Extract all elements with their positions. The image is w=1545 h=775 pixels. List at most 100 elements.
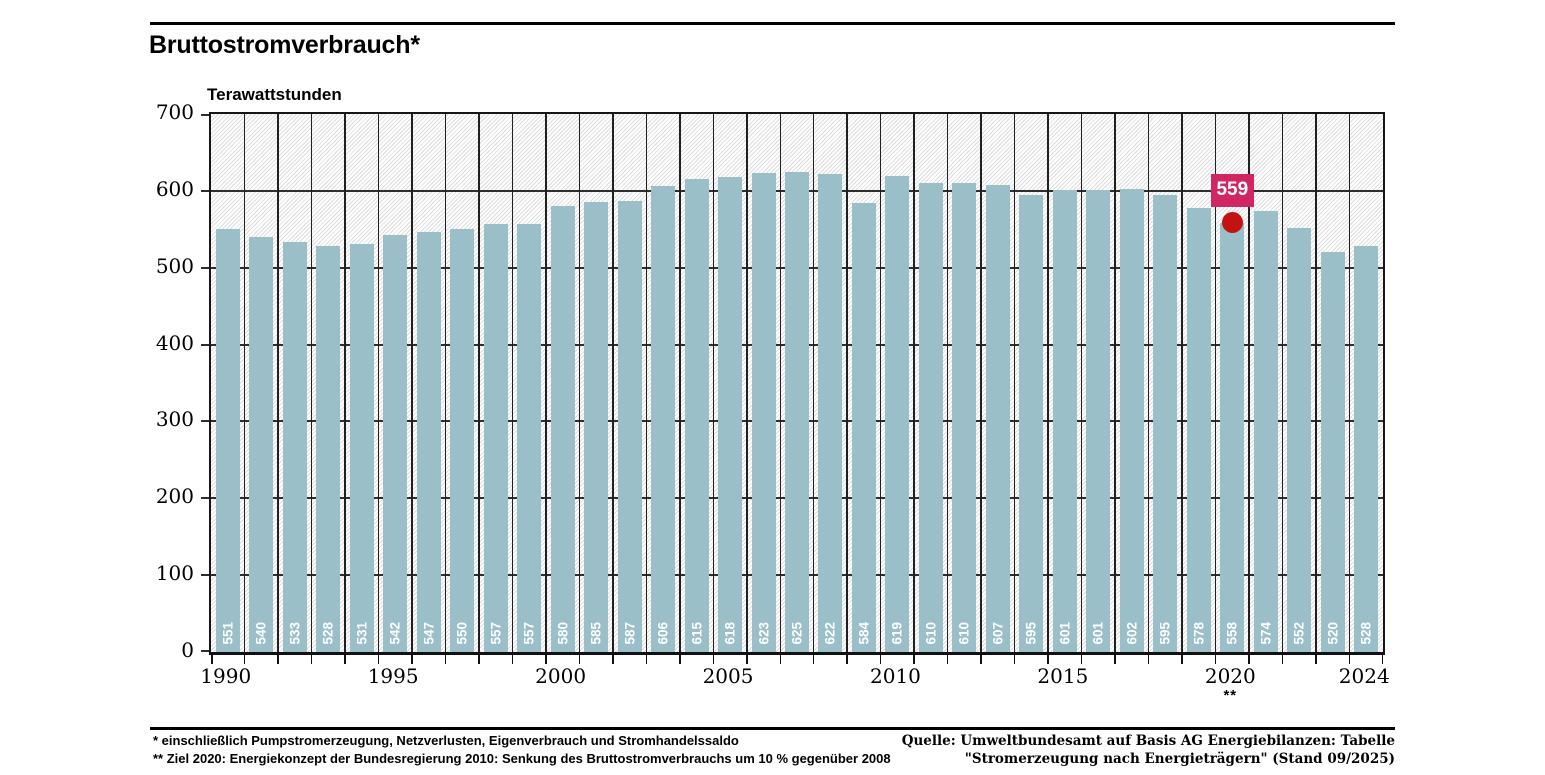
x-tick-9 [511,655,514,664]
footnotes: * einschließlich Pumpstromerzeugung, Net… [153,732,891,768]
x-gridline-2012-2013 [980,114,982,652]
bar-value-label-2008: 622 [822,622,838,645]
bar-value-label-1990: 551 [219,622,235,645]
y-tick-200 [201,497,209,500]
x-tick-21 [913,655,915,664]
y-tick-label-0: 0 [181,638,194,662]
bar-value-label-2004: 615 [688,622,704,645]
bar-value-label-2024: 528 [1358,622,1374,645]
y-tick-label-700: 700 [155,100,194,124]
x-gridline-2022-2023 [1315,114,1317,652]
x-gridline-2000-2001 [578,114,581,652]
x-gridline-1996-1997 [444,114,447,652]
bar-2021: 574 [1253,210,1278,652]
x-tick-26 [1080,655,1083,664]
x-tick-16 [746,655,748,664]
bar-value-label-2022: 552 [1291,622,1307,645]
bar-value-label-2014: 595 [1023,622,1039,645]
footnote-line-2: ** Ziel 2020: Energiekonzept der Bundesr… [153,751,891,766]
bar-1997: 550 [450,229,475,652]
bar-2018: 595 [1153,194,1178,652]
x-gridline-2017-2018 [1147,114,1150,652]
bar-1999: 557 [517,223,542,652]
x-tick-3 [310,655,313,664]
source-attribution: Quelle: Umweltbundesamt auf Basis AG Ene… [902,732,1395,768]
bar-2004: 615 [684,179,709,652]
bar-value-label-2017: 602 [1124,622,1140,645]
bar-2014: 595 [1019,194,1044,652]
x-tick-17 [779,655,781,664]
y-tick-500 [201,266,209,269]
y-tick-700 [201,114,209,116]
x-gridline-2004-2005 [712,114,715,652]
x-gridline-2007-2008 [812,114,815,652]
bar-value-label-2000: 580 [554,622,570,645]
x-gridline-2006-2007 [779,114,781,652]
target-marker-dot [1221,211,1243,233]
x-gridline-2013-2014 [1013,114,1016,652]
x-gridline-2019-2020 [1214,114,1217,652]
bar-value-label-2018: 595 [1157,622,1173,645]
bar-value-label-1993: 528 [320,622,336,645]
x-gridline-2008-2009 [846,114,848,652]
x-tick-30 [1214,655,1217,664]
y-axis-unit-label: Terawattstunden [207,85,342,104]
x-tick-6 [411,655,413,664]
x-gridline-1997-1998 [478,114,480,652]
bar-1998: 557 [483,223,508,652]
x-gridline-1994-1995 [377,114,380,652]
bar-2020: 558 [1220,223,1245,652]
x-gridline-1999-2000 [545,114,547,652]
bar-2009: 584 [851,203,876,652]
bar-value-label-1995: 542 [387,622,403,645]
x-gridline-2021-2022 [1281,114,1284,652]
x-gridline-1993-1994 [344,114,346,652]
bar-2023: 520 [1320,252,1345,652]
bar-2013: 607 [985,185,1010,652]
bar-2010: 619 [885,176,910,652]
x-tick-label-2024: 2024 [1338,664,1390,688]
y-tick-label-100: 100 [155,561,194,586]
bar-2006: 623 [751,173,776,652]
bar-2001: 585 [584,202,609,652]
bar-value-label-2010: 619 [889,622,905,645]
bar-2016: 601 [1086,190,1111,652]
y-tick-label-400: 400 [155,330,194,355]
bar-1990: 551 [215,228,240,652]
bottom-divider [150,727,1395,730]
bar-2011: 610 [918,183,943,652]
x-tick-label-2015: 2015 [1037,664,1089,688]
x-gridline-2005-2006 [746,114,748,652]
x-tick-11 [578,655,581,664]
x-tick-label-2020: 2020 [1204,664,1256,688]
bar-2015: 601 [1052,190,1077,652]
x-tick-10 [545,655,547,664]
bar-value-label-2015: 601 [1057,622,1073,645]
x-tick-28 [1147,655,1150,664]
x-tick-24 [1013,655,1016,664]
bar-2008: 622 [818,173,843,652]
bar-value-label-2020: 558 [1224,622,1240,645]
x-gridline-2003-2004 [679,114,681,652]
bar-value-label-2011: 610 [923,622,939,645]
x-tick-18 [812,655,815,664]
x-axis-note-asterisks: ** [1223,687,1238,704]
bar-value-label-1991: 540 [253,622,269,645]
bar-1994: 531 [349,243,374,652]
y-tick-label-300: 300 [155,407,194,432]
x-tick-label-2005: 2005 [702,664,754,688]
bar-value-label-2005: 618 [722,622,738,645]
bar-value-label-2021: 574 [1258,622,1274,645]
x-gridline-1995-1996 [411,114,413,652]
x-tick-7 [444,655,447,664]
x-gridline-2016-2017 [1114,114,1116,652]
bar-value-label-2012: 610 [956,622,972,645]
y-tick-label-500: 500 [155,253,194,278]
x-gridline-2018-2019 [1181,114,1183,652]
x-gridline-2015-2016 [1080,114,1083,652]
x-gridline-1991-1992 [277,114,279,652]
x-gridline-2001-2002 [612,114,614,652]
bar-2017: 602 [1119,189,1144,652]
bar-value-label-2019: 578 [1191,622,1207,645]
x-tick-15 [712,655,715,664]
